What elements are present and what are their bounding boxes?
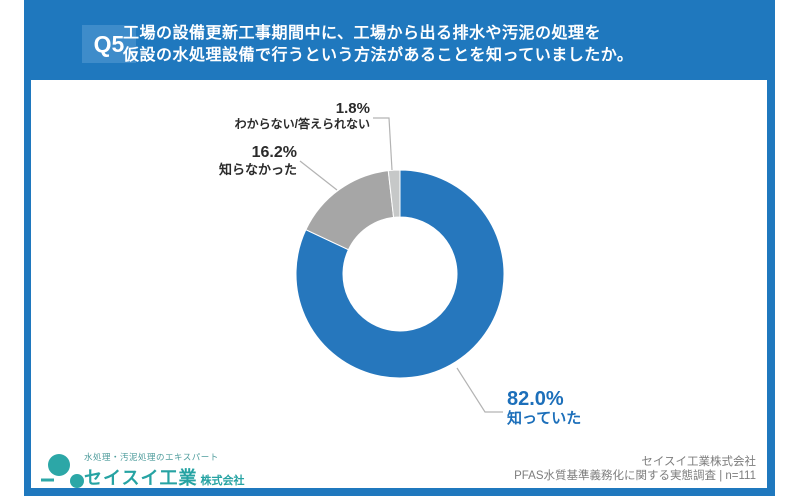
logo-text-block: 水処理・汚泥処理のエキスパート セイスイ工業 株式会社 xyxy=(84,449,244,490)
chart-card xyxy=(31,80,767,488)
label-knew-percent: 82.0% xyxy=(507,388,564,410)
logo-company-suffix: 株式会社 xyxy=(200,475,245,487)
source-survey-name: PFAS水質基準義務化に関する実態調査 | n=111 xyxy=(514,469,756,482)
question-number-label: Q5 xyxy=(93,30,125,57)
label-unsure-percent: 1.8% xyxy=(335,100,370,117)
survey-source: セイスイ工業株式会社 PFAS水質基準義務化に関する実態調査 | n=111 xyxy=(514,456,756,483)
logo-tagline: 水処理・汚泥処理のエキスパート xyxy=(84,452,219,462)
label-didnt-know-percent: 16.2% xyxy=(251,144,297,161)
label-unsure-text: わからない/答えられない xyxy=(234,117,370,131)
bubbles-logo-icon xyxy=(40,449,86,489)
question-title-line1: 工場の設備更新工事期間中に、工場から出る排水や汚泥の処理を xyxy=(123,25,602,42)
label-knew-text: 知っていた xyxy=(507,410,582,427)
question-title-line2: 仮設の水処理設備で行うという方法があることを知っていましたか。 xyxy=(123,47,634,64)
question-number-badge: Q5 xyxy=(82,25,136,63)
logo-company-name: セイスイ工業 xyxy=(84,468,198,488)
label-didnt-know: 16.2% 知らなかった xyxy=(219,144,297,177)
question-title: 工場の設備更新工事期間中に、工場から出る排水や汚泥の処理を 仮設の水処理設備で行… xyxy=(123,23,633,67)
label-didnt-know-text: 知らなかった xyxy=(218,162,297,177)
label-unsure: 1.8% わからない/答えられない xyxy=(235,100,370,131)
source-company: セイスイ工業株式会社 xyxy=(641,456,756,468)
company-logo: 水処理・汚泥処理のエキスパート セイスイ工業 株式会社 xyxy=(40,449,244,489)
label-knew: 82.0% 知っていた xyxy=(507,388,581,428)
